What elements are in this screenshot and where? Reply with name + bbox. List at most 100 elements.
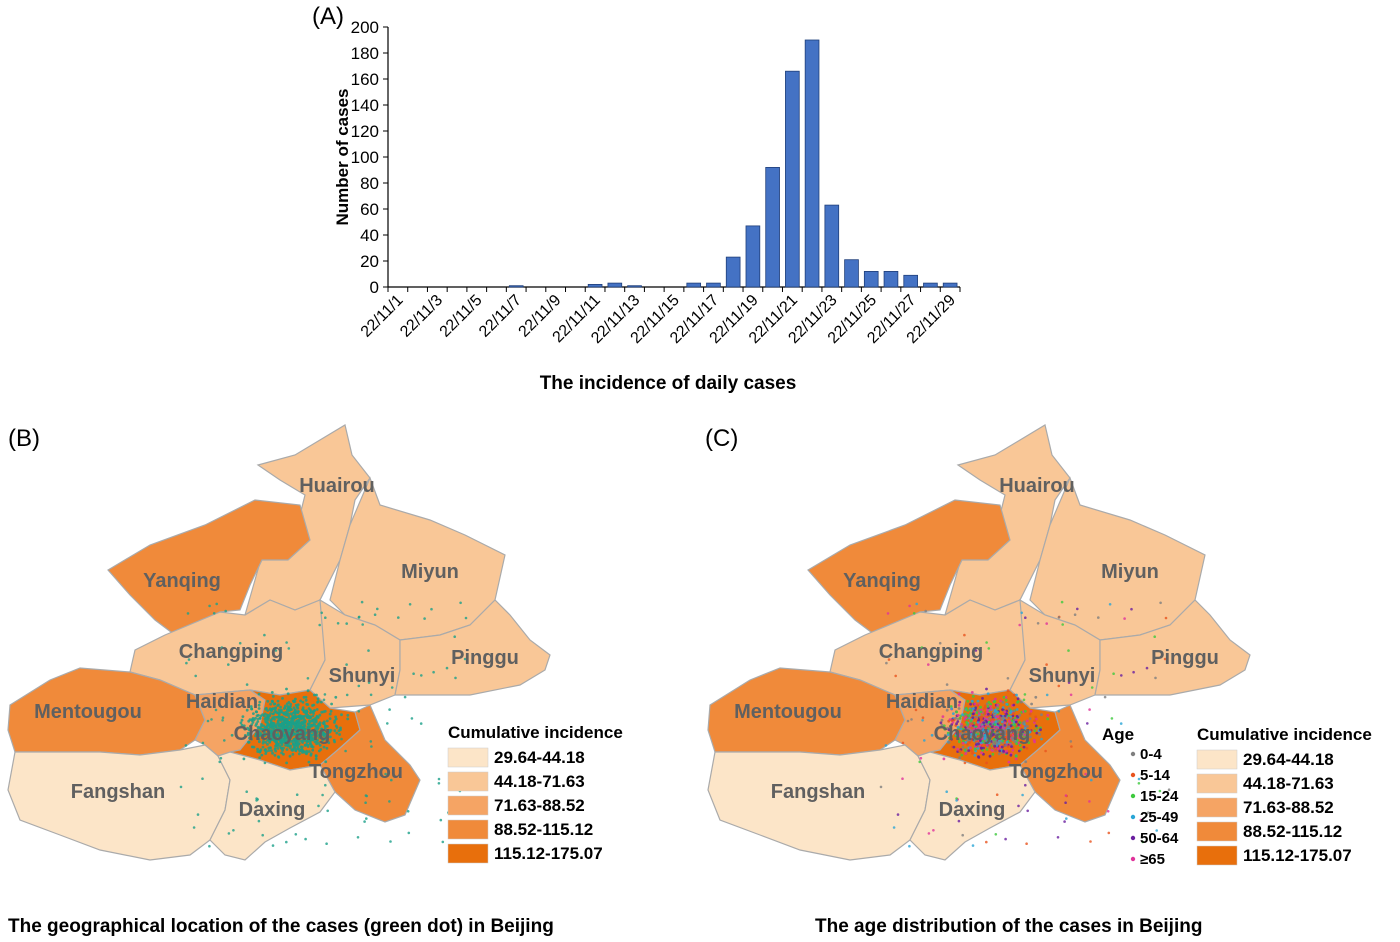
case-dot [273, 717, 276, 721]
case-dot [974, 706, 978, 710]
case-dot [201, 741, 205, 745]
case-dot [215, 602, 218, 606]
legend-swatch [1196, 797, 1238, 818]
case-dot [977, 718, 981, 722]
bar-22/11/12 [607, 282, 623, 288]
case-dot [932, 829, 935, 832]
case-dot [367, 681, 371, 684]
case-dot [1011, 714, 1015, 718]
case-dot [297, 752, 301, 756]
case-dot [269, 712, 272, 715]
case-dot [955, 731, 959, 735]
case-dot [263, 761, 267, 765]
case-dot [292, 706, 296, 710]
legend-title: Cumulative incidence [1197, 725, 1372, 744]
case-dot [968, 740, 972, 744]
case-dot [986, 708, 989, 712]
case-dot [265, 724, 269, 728]
bar-22/11/28 [923, 282, 938, 288]
y-tick-label: 100 [351, 148, 379, 167]
case-dot [232, 829, 235, 832]
case-dot [286, 729, 290, 733]
case-dot [1017, 749, 1021, 753]
case-dot [408, 603, 412, 606]
case-dot [339, 728, 342, 732]
case-dot [1012, 712, 1015, 715]
legend-range-label: 29.64-44.18 [1243, 750, 1334, 769]
case-dot [243, 727, 247, 731]
case-dot [322, 745, 326, 749]
case-dot [879, 785, 883, 789]
case-dot [264, 752, 268, 755]
case-dot [1010, 745, 1013, 748]
case-dot [324, 783, 327, 787]
case-dot [1009, 729, 1012, 733]
case-dot [986, 705, 990, 708]
case-dot [987, 716, 991, 720]
case-dot [255, 731, 259, 735]
case-dot [276, 699, 280, 703]
case-dot [184, 744, 188, 747]
case-dot [1013, 724, 1017, 727]
case-dot [1090, 778, 1093, 782]
case-dot [250, 723, 254, 726]
case-dot [967, 749, 971, 752]
case-dot [901, 777, 904, 780]
case-dot [318, 721, 322, 725]
case-dot [989, 705, 992, 708]
case-dot [255, 799, 258, 802]
case-dot [1016, 738, 1019, 742]
case-dot [965, 721, 968, 724]
case-dot [894, 674, 897, 678]
x-tick-label: 22/11/3 [397, 292, 446, 341]
case-dot [276, 727, 279, 730]
case-dot [192, 826, 196, 829]
y-tick-label: 160 [351, 70, 379, 89]
case-dot [973, 731, 977, 735]
case-dot [194, 674, 197, 678]
case-dot [955, 797, 958, 800]
case-dot [284, 704, 287, 708]
case-dot [367, 649, 370, 652]
district-label-changping: Changping [179, 641, 283, 663]
case-dot [271, 712, 275, 716]
case-dot [268, 740, 272, 744]
case-dot [311, 714, 315, 718]
case-dot [260, 753, 264, 757]
case-dot [306, 745, 310, 748]
x-tick-label: 22/11/7 [476, 292, 525, 341]
case-dot [948, 718, 952, 721]
case-dot [993, 723, 997, 727]
case-dot [966, 743, 969, 746]
bar-22/11/13 [627, 285, 642, 288]
case-dot [997, 752, 1001, 756]
case-dot [955, 799, 958, 802]
bar-22/11/26 [883, 270, 899, 288]
case-dot [317, 749, 321, 753]
case-dot [208, 604, 211, 608]
case-dot [1002, 750, 1005, 753]
case-dot [996, 703, 1000, 707]
case-dot [284, 727, 288, 730]
case-dot [390, 778, 393, 782]
case-dot [262, 727, 266, 731]
case-dot [1084, 772, 1087, 776]
case-dot [300, 717, 304, 720]
case-dot [321, 738, 325, 742]
case-dot [994, 697, 997, 701]
case-dot [240, 718, 244, 722]
case-dot [988, 754, 992, 758]
case-dot [950, 723, 954, 726]
case-dot [975, 743, 978, 746]
case-dot [388, 800, 391, 803]
case-dot [386, 722, 389, 725]
case-dot [316, 715, 320, 719]
case-dot [985, 748, 989, 751]
case-dot [1010, 719, 1014, 722]
case-dot [303, 714, 307, 718]
legend-range-label: 29.64-44.18 [494, 748, 585, 767]
bar-22/11/20 [765, 166, 780, 288]
case-dot [1025, 746, 1029, 750]
map-group: Huairou Miyun Yanqing Changping Shunyi Pinggu… [707, 424, 1251, 861]
case-dot [1137, 782, 1141, 785]
